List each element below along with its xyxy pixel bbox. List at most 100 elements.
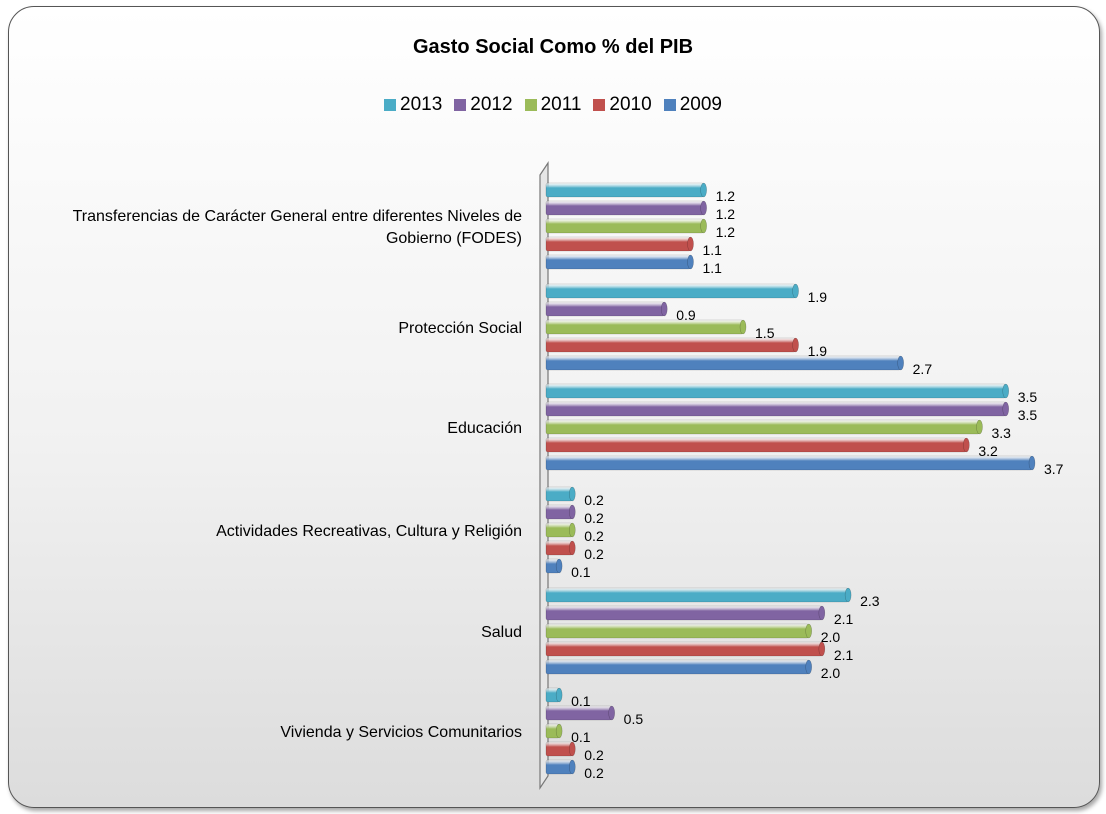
data-label: 1.5	[755, 325, 775, 341]
bar-cap	[660, 301, 668, 317]
bar-cap	[687, 236, 694, 252]
bar-cap	[555, 558, 563, 574]
bar-cap	[976, 419, 983, 435]
bar-2009	[545, 759, 573, 775]
data-label: 2.0	[821, 629, 841, 645]
bar-cap	[792, 283, 799, 299]
legend-item-2013: 2013	[384, 94, 442, 116]
legend-label: 2011	[540, 94, 582, 115]
bar-cap	[569, 504, 576, 520]
bar-2010	[545, 641, 823, 657]
legend-item-2010: 2010	[593, 94, 652, 116]
bar-2009	[545, 455, 1033, 471]
data-label: 2.1	[834, 647, 854, 663]
legend-swatch	[384, 99, 396, 111]
category-label: Gobierno (FODES)	[386, 230, 522, 247]
bar-cap	[569, 741, 576, 757]
data-label: 1.2	[716, 206, 736, 222]
bar-cap	[739, 319, 747, 335]
bar-2013	[545, 383, 1007, 399]
bar-2011	[545, 419, 980, 435]
data-label: 1.9	[808, 289, 828, 305]
bar-cap	[700, 218, 707, 234]
bar-cap	[569, 486, 576, 502]
bar-cap	[1002, 401, 1009, 417]
bar-cap	[805, 659, 812, 675]
data-label: 2.0	[821, 665, 841, 681]
bar-cap	[963, 437, 970, 453]
bar-2009	[545, 659, 810, 675]
data-label: 0.1	[571, 729, 591, 745]
data-label: 1.2	[716, 188, 736, 204]
bar-2011	[545, 522, 573, 538]
data-label: 2.7	[913, 361, 933, 377]
bar-2009	[545, 355, 901, 371]
bar-cap	[555, 723, 563, 739]
bar-2013	[545, 182, 704, 198]
bar-cap	[569, 540, 576, 556]
bar-cap	[608, 705, 615, 721]
bar-2010	[545, 741, 573, 757]
legend-item-2012: 2012	[454, 94, 513, 116]
data-label: 2.3	[860, 593, 880, 609]
data-label: 0.2	[584, 510, 604, 526]
data-label: 0.1	[571, 564, 591, 580]
bar-2012	[545, 200, 704, 216]
bar-cap	[569, 759, 576, 775]
data-label: 0.2	[584, 747, 604, 763]
bar-cap	[1028, 455, 1036, 471]
legend-item-2011: 2011	[524, 94, 582, 116]
data-label: 1.1	[702, 260, 722, 276]
bar-2010	[545, 540, 573, 556]
data-label: 0.2	[584, 765, 604, 781]
category-label: Transferencias de Carácter General entre…	[73, 208, 523, 225]
bar-2010	[545, 236, 691, 252]
category-label: Protección Social	[398, 320, 522, 337]
bar-2012	[545, 605, 823, 621]
bar-cap	[569, 522, 576, 538]
data-label: 0.2	[584, 492, 604, 508]
bar-2013	[545, 587, 849, 603]
bar-2012	[545, 401, 1007, 417]
data-label: 3.5	[1018, 407, 1038, 423]
category-label: Salud	[481, 624, 522, 641]
data-label: 0.1	[571, 693, 591, 709]
data-label: 0.2	[584, 546, 604, 562]
data-label: 1.2	[716, 224, 736, 240]
bar-2012	[545, 301, 665, 317]
bar-cap	[700, 182, 707, 198]
bar-2013	[545, 486, 573, 502]
data-label: 1.1	[702, 242, 722, 258]
bar-cap	[687, 254, 694, 270]
bar-2009	[545, 254, 691, 270]
legend-item-2009: 2009	[663, 94, 722, 116]
bar-cap	[1002, 383, 1009, 399]
bar-cap	[700, 200, 707, 216]
bar-2010	[545, 437, 967, 453]
category-label: Actividades Recreativas, Cultura y Relig…	[216, 523, 522, 540]
bar-2011	[545, 623, 810, 639]
chart-title: Gasto Social Como % del PIB	[412, 36, 694, 58]
bar-2011	[545, 218, 704, 234]
data-label: 3.2	[978, 443, 998, 459]
chart-legend: 2013 2012 2011 2010 2009	[0, 94, 1106, 116]
data-label: 2.1	[834, 611, 854, 627]
bar-cap	[555, 687, 563, 703]
legend-swatch	[454, 99, 467, 111]
data-label: 0.2	[584, 528, 604, 544]
legend-swatch	[663, 99, 676, 111]
bar-cap	[844, 587, 852, 603]
bar-cap	[818, 641, 826, 657]
category-label: Vivienda y Servicios Comunitarios	[280, 724, 522, 741]
data-label: 3.5	[1018, 389, 1038, 405]
data-label: 3.3	[991, 425, 1011, 441]
legend-label: 2012	[470, 94, 513, 115]
category-label: Educación	[447, 420, 522, 437]
data-label: 0.9	[676, 307, 696, 323]
bar-cap	[792, 337, 799, 353]
bar-2012	[545, 504, 573, 520]
legend-swatch	[524, 99, 537, 111]
bar-2011	[545, 319, 744, 335]
bar-cap	[897, 355, 904, 371]
bar-2013	[545, 283, 796, 299]
